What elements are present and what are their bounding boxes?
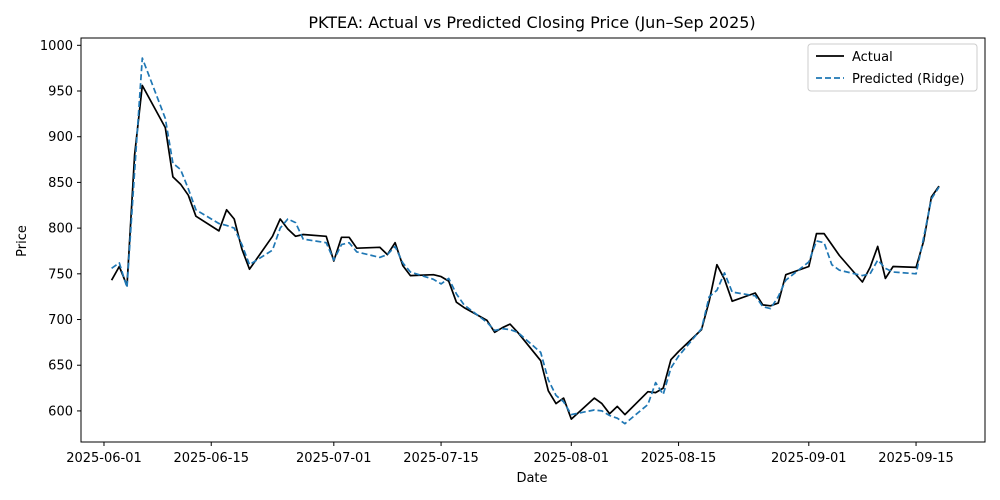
- chart-title: PKTEA: Actual vs Predicted Closing Price…: [308, 13, 755, 32]
- x-tick-label: 2025-08-15: [641, 451, 717, 466]
- x-tick-label: 2025-06-01: [66, 451, 142, 466]
- x-axis-title: Date: [516, 471, 547, 486]
- x-tick-label: 2025-08-01: [534, 451, 610, 466]
- y-tick-label: 950: [48, 85, 73, 100]
- plot-frame: [80, 37, 986, 443]
- legend-label: Predicted (Ridge): [852, 72, 964, 87]
- x-tick-label: 2025-09-15: [878, 451, 954, 466]
- y-axis-title: Price: [15, 225, 30, 257]
- y-axis: 600 650 700 750 800 850 900 950 1000: [40, 39, 81, 419]
- y-tick-label: 900: [48, 130, 73, 145]
- y-tick-label: 700: [48, 313, 73, 328]
- y-tick-label: 850: [48, 176, 73, 191]
- y-tick-label: 1000: [40, 39, 73, 54]
- x-tick-label: 2025-07-15: [403, 451, 479, 466]
- y-tick-label: 650: [48, 359, 73, 374]
- x-tick-label: 2025-09-01: [771, 451, 847, 466]
- series-line-predicted-ridge: [111, 57, 940, 425]
- x-axis: 2025-06-01 2025-06-15 2025-07-01 2025-07-15…: [66, 442, 954, 466]
- legend-label: Actual: [852, 50, 893, 65]
- legend-box: [807, 43, 978, 92]
- y-tick-label: 800: [48, 222, 73, 237]
- x-tick-label: 2025-06-15: [173, 451, 249, 466]
- series-layer: [110, 57, 940, 425]
- y-tick-label: 600: [48, 404, 73, 419]
- series-line-actual: [110, 84, 940, 420]
- legend: Actual Predicted (Ridge): [807, 43, 978, 92]
- x-tick-label: 2025-07-01: [296, 451, 372, 466]
- y-tick-label: 750: [48, 267, 73, 282]
